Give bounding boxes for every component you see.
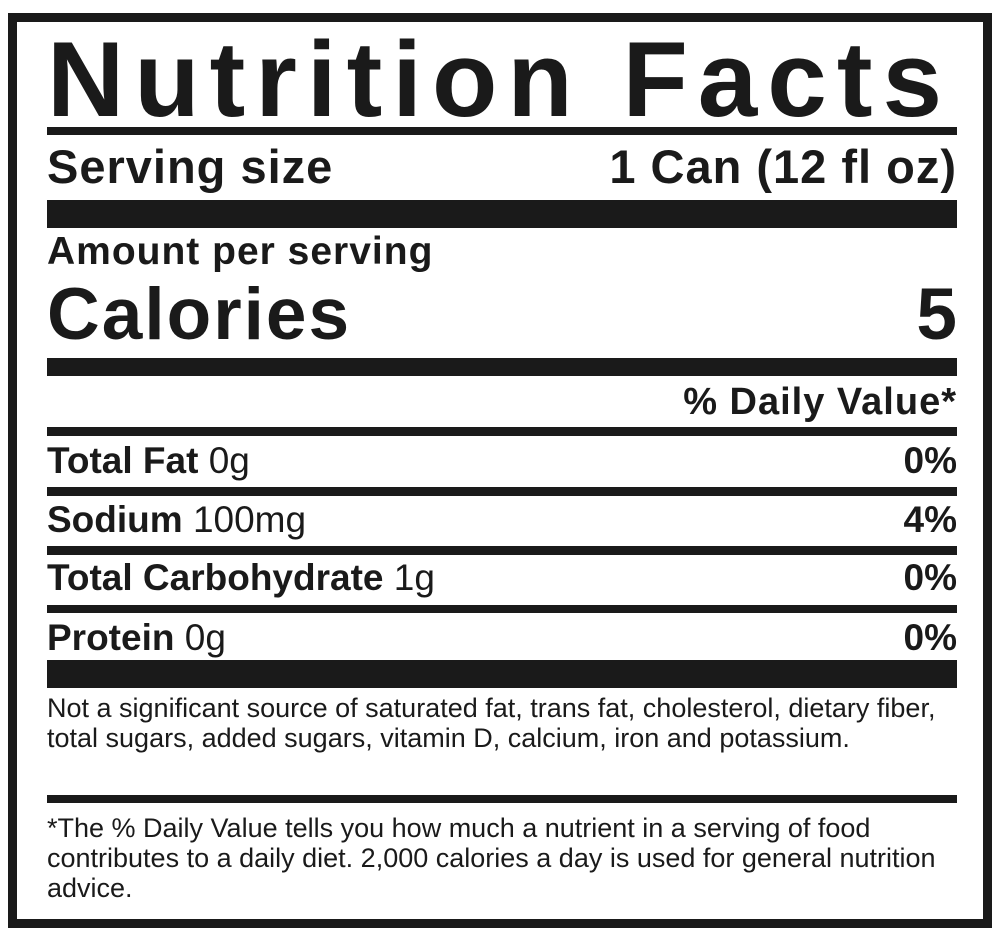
thick-divider bbox=[47, 200, 957, 228]
divider bbox=[47, 605, 957, 613]
nutrient-name: Protein bbox=[47, 617, 175, 658]
nutrient-row-protein: Protein 0g bbox=[47, 619, 226, 656]
nutrient-name: Total Carbohydrate bbox=[47, 557, 384, 598]
serving-size-value: 1 Can (12 fl oz) bbox=[609, 140, 957, 193]
nutrient-row-total-carbohydrate: Total Carbohydrate 1g bbox=[47, 559, 435, 596]
nutrient-dv: 0% bbox=[903, 557, 957, 598]
daily-value-footnote: *The % Daily Value tells you how much a … bbox=[47, 813, 936, 903]
nutrient-amount: 1g bbox=[393, 557, 435, 598]
nutrient-name: Total Fat bbox=[47, 440, 199, 481]
nutrient-dv: 0% bbox=[903, 617, 957, 658]
nutrient-row-total-fat: Total Fat 0g bbox=[47, 442, 250, 479]
nutrient-dv: 4% bbox=[903, 499, 957, 540]
not-significant-note: Not a significant source of saturated fa… bbox=[47, 693, 936, 753]
medium-divider bbox=[47, 358, 957, 376]
nutrient-amount: 0g bbox=[184, 617, 226, 658]
nutrient-dv: 0% bbox=[903, 440, 957, 481]
divider bbox=[47, 795, 957, 803]
daily-value-header: % Daily Value* bbox=[683, 381, 957, 423]
serving-size-label: Serving size bbox=[47, 140, 334, 193]
label-border bbox=[8, 13, 992, 928]
nutrient-amount: 100mg bbox=[192, 499, 307, 540]
divider bbox=[47, 427, 957, 436]
calories-value: 5 bbox=[916, 274, 957, 355]
label-title: Nutrition Facts bbox=[47, 19, 952, 139]
amount-per-serving: Amount per serving bbox=[47, 230, 434, 273]
nutrient-name: Sodium bbox=[47, 499, 183, 540]
nutrient-amount: 0g bbox=[208, 440, 250, 481]
divider bbox=[47, 546, 957, 555]
thick-divider bbox=[47, 660, 957, 688]
calories-label: Calories bbox=[47, 274, 352, 355]
divider bbox=[47, 127, 957, 135]
nutrient-row-sodium: Sodium 100mg bbox=[47, 501, 306, 538]
divider bbox=[47, 487, 957, 496]
